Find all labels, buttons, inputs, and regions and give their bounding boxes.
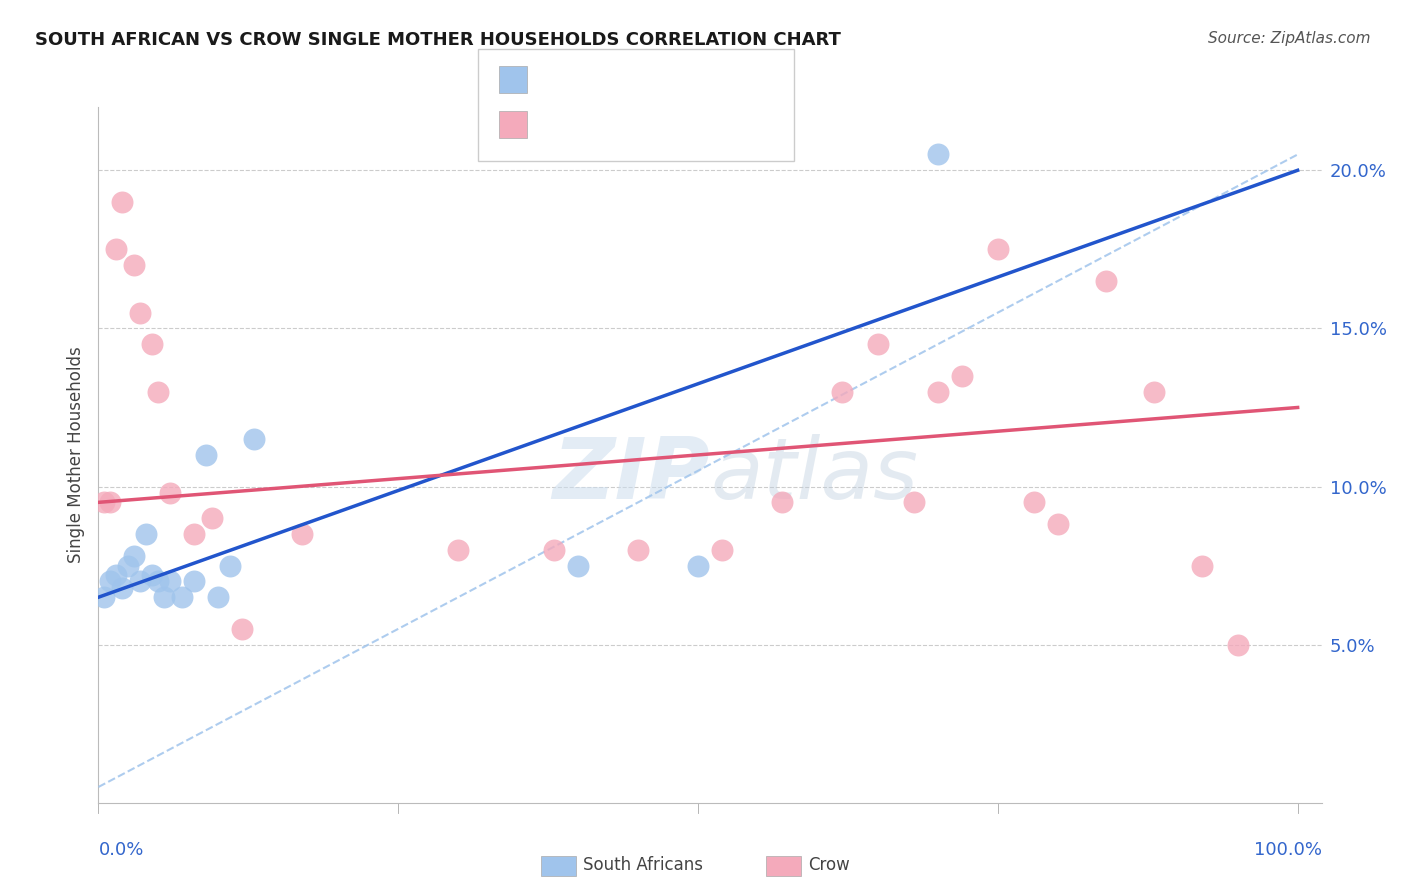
Text: SOUTH AFRICAN VS CROW SINGLE MOTHER HOUSEHOLDS CORRELATION CHART: SOUTH AFRICAN VS CROW SINGLE MOTHER HOUS… <box>35 31 841 49</box>
Point <box>987 243 1010 257</box>
Point <box>141 337 163 351</box>
Text: ZIP: ZIP <box>553 434 710 517</box>
Point <box>195 448 218 462</box>
Point <box>291 527 314 541</box>
Text: Source: ZipAtlas.com: Source: ZipAtlas.com <box>1208 31 1371 46</box>
Point <box>243 432 266 446</box>
Text: 0.0%: 0.0% <box>98 841 143 859</box>
Point <box>627 542 650 557</box>
Point <box>1022 495 1045 509</box>
Point <box>93 591 115 605</box>
Point <box>207 591 229 605</box>
Point <box>153 591 176 605</box>
Text: N =  21: N = 21 <box>703 70 783 88</box>
Point <box>105 568 128 582</box>
Point <box>831 384 853 399</box>
Point <box>124 258 146 272</box>
Text: R = 0.354: R = 0.354 <box>536 70 626 88</box>
Point <box>201 511 224 525</box>
Point <box>183 574 205 589</box>
Point <box>447 542 470 557</box>
Y-axis label: Single Mother Households: Single Mother Households <box>66 347 84 563</box>
Point <box>172 591 194 605</box>
Point <box>105 243 128 257</box>
Point <box>100 574 122 589</box>
Point <box>567 558 589 573</box>
Point <box>219 558 242 573</box>
Point <box>100 495 122 509</box>
Point <box>117 558 139 573</box>
Point <box>686 558 709 573</box>
Point <box>927 384 949 399</box>
Point <box>129 305 152 319</box>
Point <box>1143 384 1166 399</box>
Point <box>141 568 163 582</box>
Text: Crow: Crow <box>808 856 851 874</box>
Point <box>129 574 152 589</box>
Point <box>111 581 134 595</box>
Text: atlas: atlas <box>710 434 918 517</box>
Point <box>866 337 889 351</box>
Text: N = 30: N = 30 <box>703 115 776 134</box>
Point <box>770 495 793 509</box>
Point <box>1191 558 1213 573</box>
Point <box>927 147 949 161</box>
Point <box>159 486 181 500</box>
Point <box>711 542 734 557</box>
Point <box>124 549 146 563</box>
Point <box>543 542 565 557</box>
Point <box>1226 638 1249 652</box>
Text: South Africans: South Africans <box>583 856 703 874</box>
Text: R = 0.207: R = 0.207 <box>536 115 626 133</box>
Point <box>183 527 205 541</box>
Text: 100.0%: 100.0% <box>1254 841 1322 859</box>
Point <box>159 574 181 589</box>
Point <box>903 495 925 509</box>
Point <box>1094 274 1116 288</box>
Point <box>93 495 115 509</box>
Point <box>111 194 134 209</box>
Point <box>950 368 973 383</box>
Point <box>231 622 253 636</box>
Point <box>135 527 157 541</box>
Point <box>148 574 170 589</box>
Point <box>1046 517 1069 532</box>
Point <box>148 384 170 399</box>
